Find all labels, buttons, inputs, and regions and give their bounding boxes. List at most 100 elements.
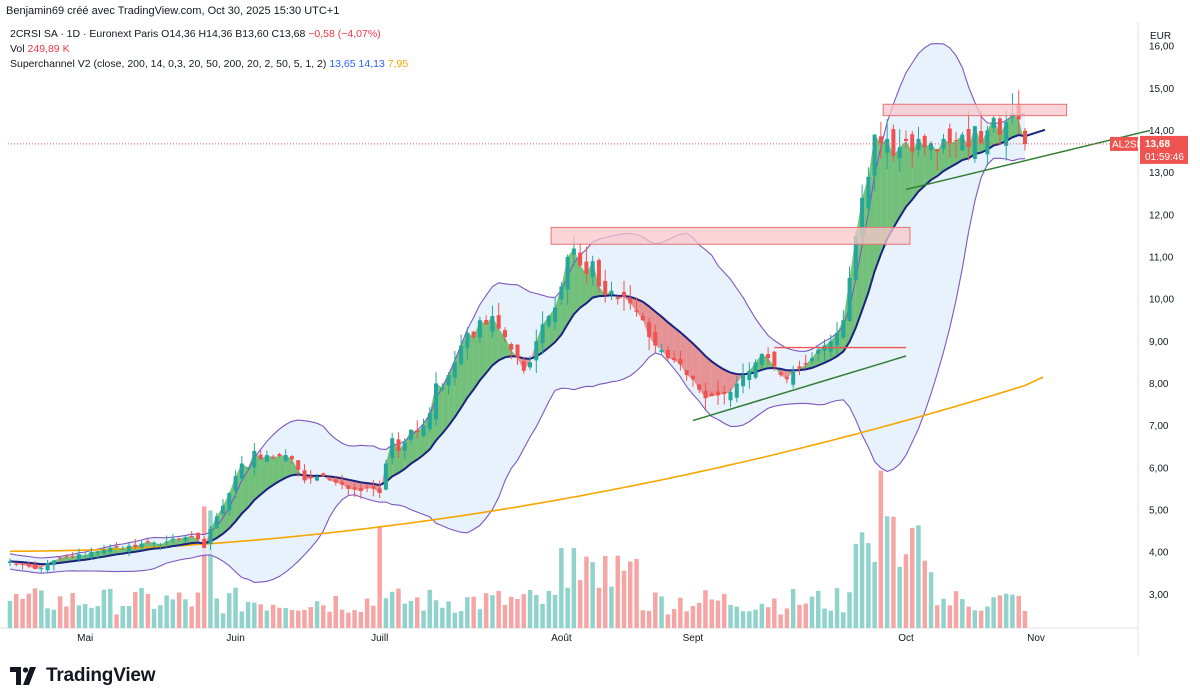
- candle-body: [365, 487, 370, 489]
- legend-vol-label[interactable]: Vol: [10, 43, 25, 55]
- channel-fill: [711, 361, 718, 397]
- candle-body: [979, 131, 984, 144]
- volume-bar: [778, 614, 783, 628]
- candle-body: [246, 467, 251, 469]
- candle-body: [252, 450, 257, 468]
- candle-body: [302, 470, 307, 481]
- channel-fill: [918, 138, 925, 192]
- legend-indicator-row: Superchannel V2 (close, 200, 14, 0,3, 20…: [10, 57, 408, 72]
- volume-bar: [51, 609, 57, 628]
- candle-body: [885, 138, 890, 153]
- candle-body: [622, 291, 626, 297]
- channel-fill: [912, 138, 919, 200]
- channel-fill: [805, 358, 812, 370]
- volume-bar: [283, 608, 288, 628]
- volume-bar: [346, 612, 351, 628]
- legend-indicator[interactable]: Superchannel V2 (close, 200, 14, 0,3, 20…: [10, 58, 327, 70]
- legend-vol-row: Vol 249,89 K: [10, 42, 408, 57]
- channel-fill: [924, 143, 931, 186]
- candle-body: [434, 383, 438, 420]
- candle-body: [647, 322, 652, 337]
- price-tick-label: 3,00: [1149, 590, 1169, 601]
- channel-fill: [505, 337, 512, 358]
- candle-body: [578, 252, 583, 266]
- candle-body: [127, 545, 131, 552]
- volume-bar: [941, 598, 946, 628]
- candle-body: [640, 315, 645, 321]
- candle-body: [415, 430, 420, 432]
- candle-body: [985, 130, 990, 155]
- candle-body: [158, 544, 163, 546]
- candle-body: [503, 330, 507, 338]
- volume-bar: [245, 601, 251, 628]
- candle-body: [152, 542, 157, 544]
- volume-bar: [214, 598, 219, 628]
- candle-body: [139, 543, 144, 548]
- volume-bar: [603, 556, 608, 628]
- volume-bar: [696, 602, 702, 628]
- candle-body: [678, 359, 683, 365]
- candle-body: [114, 546, 119, 548]
- volume-bar: [772, 598, 777, 628]
- candle-body: [440, 387, 445, 390]
- candle-body: [170, 538, 175, 540]
- volume-bar: [621, 570, 627, 628]
- candle-body: [308, 476, 313, 479]
- candle-body: [327, 479, 332, 481]
- candle-body: [277, 454, 282, 456]
- candle-body: [571, 248, 576, 255]
- candle-body: [991, 117, 996, 128]
- candle-body: [853, 235, 858, 280]
- volume-bar: [151, 608, 157, 628]
- volume-bar: [841, 612, 846, 628]
- price-tick-label: 5,00: [1149, 505, 1169, 516]
- current-price-tag: [1140, 135, 1188, 164]
- candle-body: [584, 261, 589, 274]
- candle-body: [427, 412, 432, 430]
- channel-fill: [1012, 113, 1019, 138]
- time-tick-label: Juin: [226, 633, 244, 644]
- volume-bar: [258, 604, 263, 628]
- legend-ind-value-1: 13,65: [329, 58, 356, 70]
- candle-body: [565, 256, 570, 290]
- volume-bar: [690, 606, 696, 628]
- volume-bar: [120, 606, 125, 628]
- volume-bar: [596, 587, 602, 628]
- volume-bar: [590, 562, 595, 628]
- volume-bar: [314, 601, 320, 628]
- volume-bar: [703, 590, 708, 628]
- volume-bar: [891, 516, 896, 628]
- candle-body: [728, 391, 733, 401]
- volume-bar: [740, 611, 746, 628]
- volume-bar: [76, 605, 82, 628]
- candle-body: [452, 362, 457, 378]
- volume-bar: [1016, 595, 1021, 628]
- legend-symbol[interactable]: 2CRSI SA · 1D · Euronext Paris: [10, 28, 159, 40]
- candle-body: [841, 320, 846, 338]
- candle-body: [703, 390, 708, 399]
- volume-bar: [502, 604, 508, 628]
- candle-body: [941, 138, 946, 149]
- volume-bar: [158, 605, 163, 628]
- volume-bar: [471, 596, 476, 628]
- volume-bar: [82, 604, 88, 628]
- candle-body: [321, 473, 326, 477]
- channel-fill: [893, 147, 900, 228]
- volume-bar: [521, 594, 526, 628]
- volume-bar: [227, 593, 232, 628]
- volume-bar: [972, 610, 978, 628]
- volume-bar: [421, 610, 426, 628]
- volume-bar: [834, 588, 840, 628]
- volume-bar: [509, 596, 514, 628]
- candle-body: [333, 479, 338, 483]
- price-tick-label: 7,00: [1149, 421, 1169, 432]
- candle-body: [860, 197, 865, 237]
- volume-bar: [903, 554, 909, 628]
- candle-body: [784, 377, 789, 380]
- candle-body: [1023, 130, 1027, 144]
- candle-body: [772, 351, 777, 367]
- candle-body: [377, 488, 382, 493]
- volume-bar: [452, 612, 458, 628]
